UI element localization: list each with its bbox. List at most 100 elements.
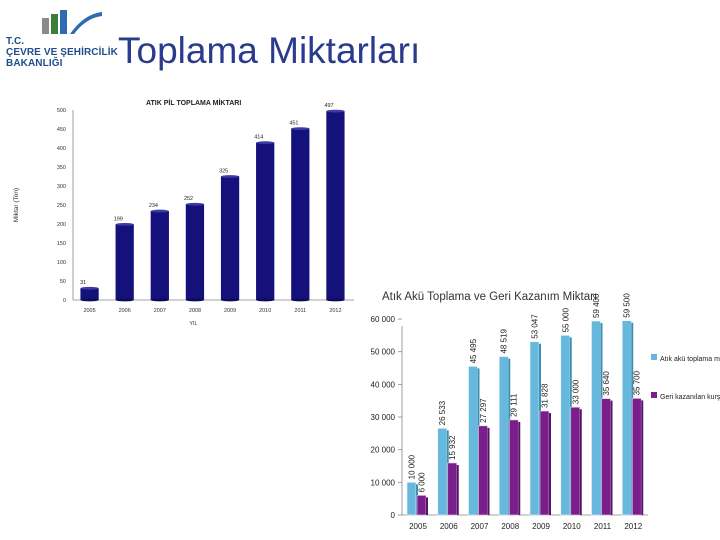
bar-top — [326, 109, 345, 113]
bar-base — [220, 298, 240, 302]
logo-text-line3: BAKANLIĞI — [6, 58, 63, 69]
bar-base — [185, 298, 205, 302]
bar-top — [150, 209, 169, 213]
x-tick-label: 2007 — [154, 308, 166, 314]
bar-top — [80, 286, 99, 290]
bar-top — [291, 127, 310, 131]
y-tick-label: 250 — [57, 203, 66, 209]
y-tick-label: 100 — [57, 260, 66, 266]
legend-label-collected: Atık akü toplama miktarı — [660, 356, 720, 363]
data-label-recovered: 15 932 — [448, 435, 457, 460]
y-tick-label: 30 000 — [371, 413, 396, 422]
data-label-collected: 55 000 — [561, 307, 570, 332]
bar-top — [220, 175, 240, 178]
data-label-recovered: 33 000 — [571, 379, 580, 404]
battery-recovery-chart: Atık Akü Toplama ve Geri Kazanım Miktarı… — [362, 282, 720, 540]
y-tick-label: 150 — [57, 241, 66, 247]
y-tick-label: 40 000 — [371, 380, 396, 389]
bar-collected — [437, 428, 448, 516]
page-title: Toplama Miktarları — [118, 30, 421, 71]
x-tick-label: 2006 — [440, 522, 458, 531]
ministry-emblem-icon — [42, 10, 102, 34]
data-label-recovered: 29 111 — [510, 393, 519, 417]
bar-collected — [591, 320, 601, 516]
data-label: 252 — [184, 196, 193, 202]
bar-base — [80, 298, 99, 302]
y-tick-label: 400 — [57, 146, 66, 152]
bar-collected — [560, 335, 571, 516]
bar-top — [185, 202, 205, 206]
data-label-recovered: 6 000 — [418, 472, 427, 493]
data-label-recovered: 35 700 — [633, 370, 642, 395]
x-axis-label: YIL — [189, 321, 197, 327]
data-label-recovered: 31 828 — [541, 383, 550, 408]
bar-collected — [468, 366, 478, 516]
data-label: 497 — [324, 103, 333, 109]
bar-recovered-side — [518, 421, 521, 515]
battery-collection-chart: 0 50 100 150 200 250 300 350 400 450 500 ATIK PİL T… — [10, 94, 366, 330]
bar-recovered — [539, 410, 550, 516]
data-label: 414 — [254, 135, 263, 141]
chart-title: ATIK PİL TOPLAMA MİKTARI — [146, 99, 241, 107]
y-tick-label: 20 000 — [371, 446, 396, 455]
bar-recovered-side — [610, 400, 613, 515]
bar-collected — [498, 356, 509, 516]
x-tick-label: 2010 — [563, 522, 581, 531]
bar-recovered-side — [456, 464, 459, 515]
data-label-collected: 10 000 — [408, 454, 417, 479]
legend-label-recovered: Geri kazanılan kurşun miktarı — [660, 394, 720, 401]
bar-recovered — [478, 425, 488, 516]
bar-recovered-side — [579, 409, 582, 515]
y-tick-label: 0 — [63, 298, 66, 304]
bar — [326, 111, 345, 300]
bar — [220, 176, 240, 300]
data-label-collected: 26 533 — [438, 400, 447, 425]
y-tick-label: 50 000 — [371, 348, 396, 357]
x-tick-label: 2010 — [259, 308, 271, 314]
y-tick-label: 500 — [57, 108, 66, 114]
data-label-recovered: 35 640 — [602, 371, 611, 396]
bar-recovered — [416, 495, 427, 516]
y-tick-label: 350 — [57, 165, 66, 171]
bar-recovered — [508, 419, 519, 516]
bar-base — [326, 298, 345, 302]
bar-collected — [529, 341, 540, 516]
data-label-collected: 53 047 — [531, 314, 540, 339]
bar — [291, 128, 310, 300]
x-tick-label: 2009 — [532, 522, 550, 531]
y-axis-label: Miktar (Ton) — [13, 188, 20, 222]
bar-recovered-side — [426, 497, 428, 515]
data-label: 325 — [219, 169, 228, 175]
data-label-recovered: 27 297 — [479, 398, 488, 423]
y-tick-label: 0 — [391, 511, 396, 520]
bar-recovered-side — [549, 413, 551, 515]
x-tick-label: 2011 — [594, 522, 612, 531]
bar-collected — [621, 320, 632, 516]
x-tick-label: 2008 — [189, 308, 201, 314]
data-label: 199 — [114, 216, 123, 222]
data-label-collected: 48 519 — [500, 329, 509, 354]
logo-text-line2: ÇEVRE VE ŞEHİRCİLİK — [6, 47, 118, 58]
y-tick-label: 10 000 — [371, 478, 396, 487]
bar — [80, 288, 99, 300]
bar — [256, 142, 275, 300]
bar-recovered — [631, 398, 642, 516]
x-tick-label: 2005 — [83, 308, 95, 314]
data-label-collected: 59 500 — [623, 293, 632, 318]
y-tick-label: 60 000 — [371, 315, 396, 324]
legend-swatch-collected — [651, 354, 657, 360]
data-label-collected: 45 495 — [469, 338, 478, 363]
bar-base — [256, 298, 275, 302]
y-tick-label: 450 — [57, 127, 66, 133]
x-tick-label: 2005 — [409, 522, 427, 531]
legend-swatch-recovered — [651, 392, 657, 398]
x-tick-label: 2009 — [224, 308, 236, 314]
bar — [185, 204, 205, 300]
y-tick-label: 300 — [57, 184, 66, 190]
bar-collected — [406, 482, 417, 516]
bar-recovered-side — [487, 427, 490, 515]
bar-recovered — [570, 406, 581, 516]
data-label: 451 — [289, 121, 298, 127]
ministry-logo: T.C. ÇEVRE VE ŞEHİRCİLİK BAKANLIĞI — [4, 6, 118, 69]
logo-text-line1: T.C. — [6, 36, 25, 47]
